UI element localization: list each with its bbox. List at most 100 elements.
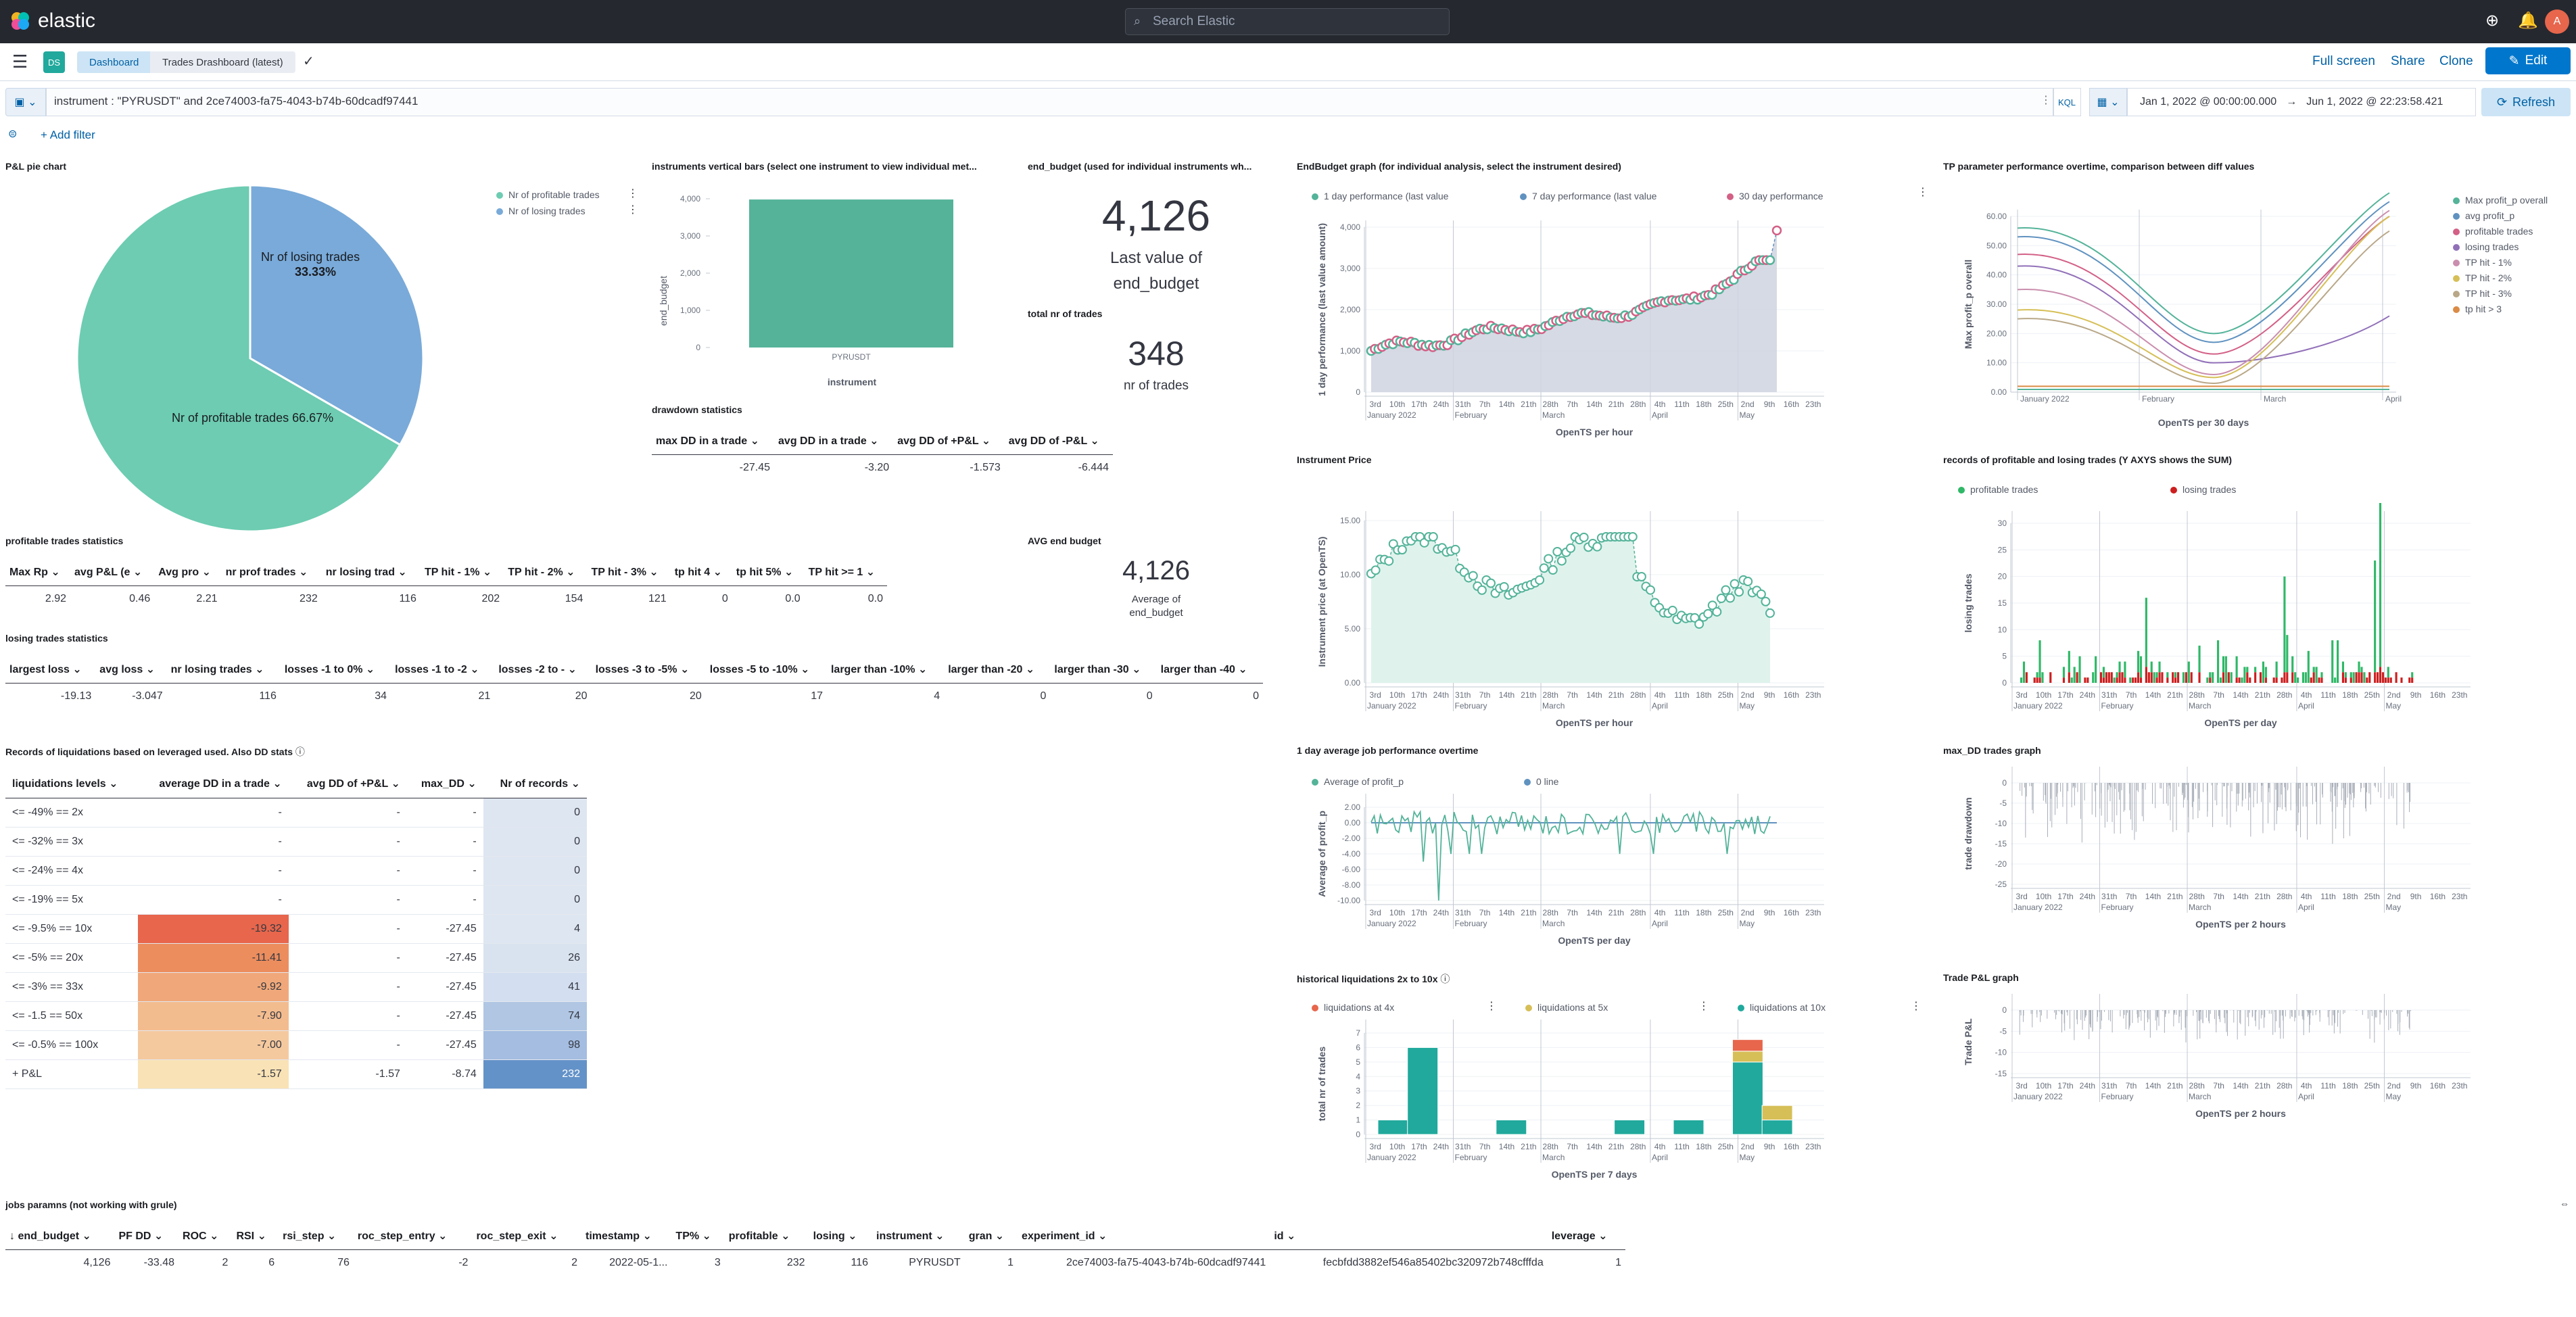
panel-more-icon[interactable]: ⋮	[1917, 187, 1928, 198]
column-header[interactable]: Max Rp ⌄	[5, 558, 71, 586]
column-header[interactable]: larger than -30 ⌄	[1050, 656, 1157, 684]
info-icon[interactable]: ⓘ	[295, 746, 305, 757]
check-icon[interactable]: ✓	[303, 54, 314, 69]
notifications-icon[interactable]: 🔔	[2518, 11, 2538, 30]
column-header[interactable]: avg P&L (e ⌄	[70, 558, 155, 586]
column-header[interactable]: max_DD ⌄	[406, 769, 483, 798]
column-header[interactable]: losses -5 to -10% ⌄	[705, 656, 827, 684]
tp-legend-item[interactable]: Max profit_p overall	[2453, 195, 2548, 206]
legend-more-icon[interactable]: ⋮	[1486, 1001, 1497, 1012]
kql-toggle[interactable]: KQL	[2053, 88, 2081, 116]
column-header[interactable]: TP hit >= 1 ⌄	[804, 558, 887, 586]
avgjob-legend-item[interactable]: 0 line	[1524, 776, 1558, 787]
column-header[interactable]: TP hit - 1% ⌄	[420, 558, 504, 586]
column-header[interactable]: avg DD of +P&L ⌄	[288, 769, 407, 798]
endbudget-graph[interactable]: 0 1,000 2,000 3,000 4,000 1 day performance (…	[1297, 210, 1892, 439]
eb-legend-item[interactable]: 7 day performance (last value	[1520, 191, 1656, 201]
column-header[interactable]: losses -3 to -5% ⌄	[591, 656, 706, 684]
records-graph[interactable]: 0 5 10 15 20 25 30 losing trades 3rd 10th 17th 24th…	[1943, 503, 2538, 730]
price-graph[interactable]: 0.00 5.00 10.00 15.00 Instrument price (at O…	[1297, 473, 1892, 730]
column-header[interactable]: TP hit - 2% ⌄	[504, 558, 588, 586]
search-input[interactable]: ⌕ Search Elastic	[1125, 8, 1450, 35]
tp-legend-item[interactable]: TP hit - 2%	[2453, 272, 2548, 283]
column-header[interactable]: ↓ end_budget ⌄	[5, 1222, 115, 1250]
maxdd-graph[interactable]: 0 -5 -10 -15 -20 -25 trade drawdown 3rd 10th 17th…	[1943, 767, 2538, 960]
space-badge[interactable]: DS	[43, 51, 65, 73]
calendar-icon[interactable]: ▦ ⌄	[2089, 88, 2127, 116]
column-header[interactable]: TP hit - 3% ⌄	[587, 558, 671, 586]
add-filter-button[interactable]: + Add filter	[41, 128, 95, 141]
column-header[interactable]: losses -1 to 0% ⌄	[280, 656, 391, 684]
avgjob-graph[interactable]: -10.00 -8.00 -6.00 -4.00 -2.00 0.00 2.00 Averag…	[1297, 794, 1892, 960]
saved-query-button[interactable]: ▣ ⌄	[5, 88, 46, 116]
breadcrumb-dashboard[interactable]: Dashboard	[77, 51, 151, 73]
query-input[interactable]: instrument : "PYRUSDT" and 2ce74003-fa75…	[54, 95, 419, 107]
column-header[interactable]: Nr of records ⌄	[483, 769, 587, 798]
eb-legend-item[interactable]: 30 day performance	[1727, 191, 1823, 201]
column-header[interactable]: avg loss ⌄	[95, 656, 167, 684]
legend-more-icon[interactable]: ⋮	[627, 204, 638, 216]
column-header[interactable]: largest loss ⌄	[5, 656, 96, 684]
column-header[interactable]: RSI ⌄	[232, 1222, 279, 1250]
tp-legend-item[interactable]: TP hit - 1%	[2453, 257, 2548, 268]
help-icon[interactable]: ⊕	[2485, 11, 2500, 30]
column-header[interactable]: PF DD ⌄	[114, 1222, 179, 1250]
column-header[interactable]: experiment_id ⌄	[1018, 1222, 1270, 1250]
refresh-button[interactable]: ⟳ Refresh	[2481, 88, 2571, 116]
more-icon[interactable]: ⋮	[2041, 95, 2051, 106]
pie-legend-item[interactable]: Nr of losing trades	[496, 206, 586, 216]
column-header[interactable]: nr prof trades ⌄	[221, 558, 322, 586]
column-header[interactable]: avg DD of -P&L ⌄	[1004, 427, 1113, 455]
column-header[interactable]: avg DD in a trade ⌄	[774, 427, 894, 455]
legend-more-icon[interactable]: ⋮	[627, 188, 638, 199]
column-header[interactable]: average DD in a trade ⌄	[137, 769, 289, 798]
column-header[interactable]: profitable ⌄	[724, 1222, 809, 1250]
pie-legend-item[interactable]: Nr of profitable trades	[496, 189, 600, 200]
histliq-graph[interactable]: 0 1 2 3 4 5 6 7 total nr of trades 3rd 10th 17th 24t…	[1297, 1020, 1892, 1189]
column-header[interactable]: rsi_step ⌄	[279, 1222, 354, 1250]
column-header[interactable]: avg DD of +P&L ⌄	[893, 427, 1005, 455]
tp-legend-item[interactable]: tp hit > 3	[2453, 304, 2548, 314]
avgjob-legend-item[interactable]: Average of profit_p	[1312, 776, 1404, 787]
filter-icon[interactable]: ⊜	[8, 128, 18, 140]
histliq-legend-item[interactable]: liquidations at 10x	[1738, 1002, 1826, 1013]
tp-legend-item[interactable]: avg profit_p	[2453, 210, 2548, 221]
column-header[interactable]: TP% ⌄	[671, 1222, 725, 1250]
column-header[interactable]: nr losing trades ⌄	[166, 656, 281, 684]
column-header[interactable]: larger than -40 ⌄	[1156, 656, 1263, 684]
column-header[interactable]: id ⌄	[1270, 1222, 1548, 1250]
tp-legend-item[interactable]: TP hit - 3%	[2453, 288, 2548, 299]
column-header[interactable]: instrument ⌄	[872, 1222, 965, 1250]
tp-graph[interactable]: 0.00 10.00 20.00 30.00 40.00 50.00 60.00 Max pr…	[1943, 183, 2403, 439]
column-header[interactable]: max DD in a trade ⌄	[652, 427, 775, 455]
share-button[interactable]: Share	[2391, 54, 2425, 68]
column-header[interactable]: gran ⌄	[964, 1222, 1018, 1250]
histliq-legend-item[interactable]: liquidations at 4x	[1312, 1002, 1394, 1013]
edit-button[interactable]: ✎ Edit	[2485, 47, 2571, 74]
pie-chart[interactable]: Nr of profitable trades 66.67% Nr of los…	[74, 183, 426, 534]
column-header[interactable]: Avg pro ⌄	[154, 558, 222, 586]
menu-icon[interactable]: ☰	[12, 51, 28, 72]
column-header[interactable]: roc_step_exit ⌄	[472, 1222, 581, 1250]
column-header[interactable]: larger than -10% ⌄	[826, 656, 945, 684]
column-header[interactable]: timestamp ⌄	[581, 1222, 672, 1250]
column-header[interactable]: losing ⌄	[809, 1222, 873, 1250]
column-header[interactable]: tp hit 4 ⌄	[670, 558, 732, 586]
column-header[interactable]: leverage ⌄	[1547, 1222, 1625, 1250]
column-header[interactable]: ROC ⌄	[178, 1222, 233, 1250]
eb-legend-item[interactable]: 1 day performance (last value	[1312, 191, 1448, 201]
info-icon[interactable]: ⓘ	[1440, 974, 1450, 984]
resize-handle-icon[interactable]: ⇔	[2560, 1198, 2569, 1209]
date-from[interactable]: Jan 1, 2022 @ 00:00:00.000	[2140, 96, 2277, 107]
column-header[interactable]: nr losing trad ⌄	[321, 558, 421, 586]
elastic-logo[interactable]: elastic	[9, 9, 95, 32]
column-header[interactable]: roc_step_entry ⌄	[353, 1222, 473, 1250]
tradepl-graph[interactable]: 0 -5 -10 -15 Trade P&L 3rd 10th 17th 24th 31th 7th…	[1943, 994, 2538, 1189]
column-header[interactable]: liquidations levels ⌄	[5, 769, 138, 798]
records-legend-item[interactable]: profitable trades	[1958, 484, 2038, 495]
clone-button[interactable]: Clone	[2439, 54, 2473, 68]
legend-more-icon[interactable]: ⋮	[1698, 1001, 1709, 1012]
legend-more-icon[interactable]: ⋮	[1911, 1001, 1922, 1012]
date-range[interactable]: Jan 1, 2022 @ 00:00:00.000 → Jun 1, 2022 @…	[2127, 88, 2476, 116]
date-to[interactable]: Jun 1, 2022 @ 22:23:58.421	[2306, 96, 2443, 107]
